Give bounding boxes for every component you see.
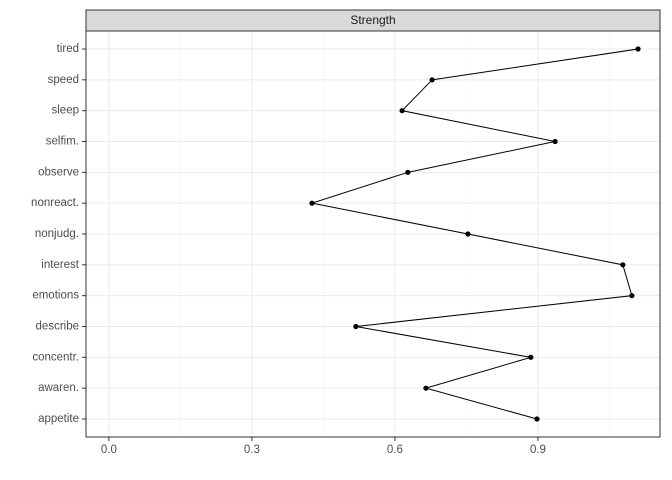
point [534,416,540,422]
x-tick-label: 0.0 [101,444,117,456]
y-tick-label: awaren. [38,382,79,394]
point [635,46,641,52]
y-tick-label: describe [36,321,79,333]
panel-border [85,30,661,438]
point [620,262,626,268]
point [423,385,429,391]
y-tick-label: tired [57,43,79,55]
point [528,354,534,360]
y-tick-label: speed [48,74,79,86]
point [629,293,635,299]
x-tick-label: 0.6 [387,444,403,456]
y-tick-label: interest [41,259,80,271]
x-tick-label: 0.3 [244,444,260,456]
panel-title: Strength [350,13,395,27]
y-tick-label: nonreact. [31,197,79,209]
y-tick-label: appetite [38,413,79,425]
y-tick-label: observe [38,166,79,178]
point [309,200,315,206]
point [399,108,405,114]
point [552,138,558,145]
point [429,77,435,83]
x-tick-label: 0.9 [530,444,546,456]
y-tick-label: emotions [32,290,79,302]
point [353,323,359,330]
point [465,231,471,237]
y-tick-label: concentr. [32,351,79,363]
y-tick-label: nonjudg. [35,228,79,240]
y-tick-label: sleep [52,105,80,117]
y-tick-label: selfim. [46,136,79,148]
point [405,169,411,175]
